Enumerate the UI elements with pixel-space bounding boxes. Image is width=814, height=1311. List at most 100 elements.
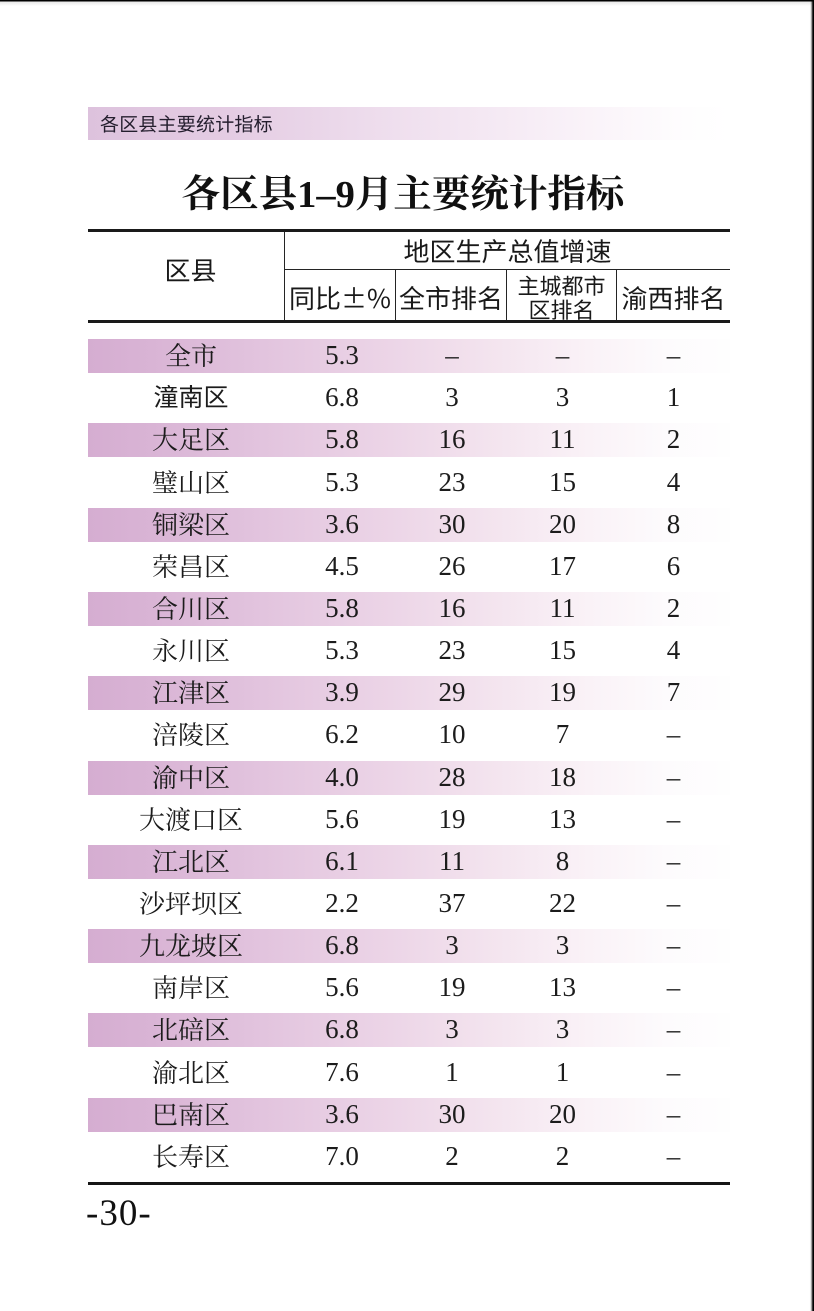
row-value-metro_rank: 15 bbox=[549, 635, 576, 666]
row-value-city_rank: 1 bbox=[445, 1056, 459, 1087]
table-row: 九龙坡区 6.8 3 3 – bbox=[88, 920, 730, 964]
table-row: 合川区 5.8 16 11 2 bbox=[88, 583, 730, 626]
row-value-yuxi_rank: 4 bbox=[666, 466, 681, 497]
table-row: 渝中区 4.0 28 18 – bbox=[88, 752, 730, 795]
row-value-yoy: 5.3 bbox=[325, 340, 359, 371]
row-region-name: 渝北区 bbox=[151, 1052, 230, 1090]
table-body: 全市 5.3– – – 潼南区 6.8 3 3 1 大足区 5.8 16 11 2 璧山区 5.3 23 15 4 铜… bbox=[88, 331, 730, 1174]
page-header-banner: 各区县主要统计指标 bbox=[88, 106, 730, 140]
row-value-city_rank: 26 bbox=[438, 550, 466, 581]
table-row: 沙坪坝区 2.2 37 22 – bbox=[88, 879, 730, 921]
row-value-yoy: 5.8 bbox=[325, 592, 359, 623]
row-value-yuxi_rank: – bbox=[666, 1014, 681, 1045]
row-value-yuxi_rank: – bbox=[666, 719, 681, 750]
column-header-yoy: 同比±% bbox=[285, 269, 396, 320]
row-region-name: 合川区 bbox=[151, 588, 230, 626]
row-value-metro_rank: 2 bbox=[555, 1140, 570, 1171]
row-value-metro_rank: 1 bbox=[555, 1056, 570, 1087]
row-value-yoy: 5.3 bbox=[325, 635, 359, 666]
row-region-name: 铜梁区 bbox=[151, 504, 230, 542]
row-value-yuxi_rank: – bbox=[666, 1056, 681, 1087]
table-row: 渝北区 7.6 1 1 – bbox=[88, 1047, 730, 1089]
row-value-yuxi_rank: – bbox=[666, 845, 681, 876]
table-row: 江津区 3.9 29 19 7 bbox=[88, 668, 730, 711]
row-value-city_rank: 30 bbox=[438, 508, 466, 539]
row-value-yoy: 2.2 bbox=[325, 887, 359, 918]
row-value-yuxi_rank: – bbox=[666, 803, 681, 834]
row-value-city_rank: 23 bbox=[438, 466, 466, 497]
row-value-yuxi_rank: 7 bbox=[666, 677, 681, 708]
table-row: 长寿区 7.0 2 2 – bbox=[88, 1132, 730, 1174]
row-region-name: 北碚区 bbox=[151, 1010, 230, 1048]
column-header-yuxi-rank-label: 渝西排名 bbox=[621, 278, 726, 316]
row-region-name: 沙坪坝区 bbox=[138, 883, 243, 921]
row-value-yuxi_rank: – bbox=[666, 972, 681, 1003]
column-header-metro-rank: 主城都市区排名 bbox=[507, 269, 617, 321]
page-right-edge-shadow bbox=[805, 0, 814, 1311]
row-value-yuxi_rank: 2 bbox=[666, 424, 681, 455]
row-value-city_rank: 3 bbox=[445, 930, 459, 961]
row-value-city_rank: 3 bbox=[445, 382, 459, 413]
row-region-name: 涪陵区 bbox=[151, 715, 230, 753]
table-header: 区县 地区生产总值增速 同比±% 全市排名 主城都市区排名 渝西排名 bbox=[88, 229, 730, 323]
row-region-name: 巴南区 bbox=[151, 1094, 230, 1132]
table-row: 潼南区 6.8 3 3 1 bbox=[88, 373, 730, 415]
row-value-city_rank: 19 bbox=[438, 803, 466, 834]
row-value-yuxi_rank: – bbox=[666, 1098, 681, 1129]
row-value-city_rank: 3 bbox=[445, 1014, 459, 1045]
row-value-metro_rank: 20 bbox=[549, 1098, 576, 1129]
row-value-yuxi_rank: – bbox=[666, 340, 681, 371]
column-header-region-label: 区县 bbox=[164, 251, 217, 289]
table-row: 南岸区 5.6 19 13 – bbox=[88, 963, 730, 1005]
row-value-yoy: 3.6 bbox=[325, 1098, 359, 1129]
column-header-city-rank: 全市排名 bbox=[396, 269, 507, 320]
row-value-yoy: 5.8 bbox=[325, 424, 359, 455]
table-row: 大足区 5.8 16 11 2 bbox=[88, 415, 730, 458]
row-region-name: 荣昌区 bbox=[151, 546, 230, 584]
row-region-name: 江北区 bbox=[151, 841, 230, 879]
column-header-yoy-label: 同比±% bbox=[289, 278, 391, 316]
row-value-metro_rank: 7 bbox=[555, 719, 570, 750]
row-value-yuxi_rank: – bbox=[666, 1140, 681, 1171]
column-header-group-gdp-growth: 地区生产总值增速 bbox=[285, 232, 730, 270]
row-value-metro_rank: 22 bbox=[549, 887, 576, 918]
row-value-yoy: 4.5 bbox=[325, 550, 359, 581]
row-value-yuxi_rank: – bbox=[666, 930, 681, 961]
row-value-metro_rank: 18 bbox=[549, 761, 576, 792]
row-region-name: 大足区 bbox=[151, 420, 230, 458]
row-value-yoy: 4.0 bbox=[325, 761, 359, 792]
row-region-name: 九龙坡区 bbox=[138, 926, 243, 964]
row-region-name: 全市 bbox=[164, 336, 217, 374]
row-value-yoy: 6.8 bbox=[325, 382, 359, 413]
table-row: 全市 5.3 – – – bbox=[88, 331, 730, 374]
table-row: 永川区 5.3 23 15 4 bbox=[88, 626, 730, 668]
table-row: 江北区 6.1 11 8 – bbox=[88, 836, 730, 879]
row-value-yoy: 5.3 bbox=[325, 466, 359, 497]
row-value-yuxi_rank: 4 bbox=[666, 635, 681, 666]
table-row: 巴南区 3.6 30 20 – bbox=[88, 1089, 730, 1132]
row-value-yuxi_rank: 6 bbox=[666, 550, 681, 581]
column-header-yuxi-rank: 渝西排名 bbox=[617, 270, 730, 320]
column-header-region: 区县 bbox=[88, 232, 285, 320]
row-value-metro_rank: 20 bbox=[549, 508, 576, 539]
row-value-metro_rank: 8 bbox=[555, 845, 570, 876]
row-region-name: 长寿区 bbox=[151, 1136, 230, 1174]
row-value-city_rank: 16 bbox=[438, 592, 466, 623]
row-value-city_rank: 16 bbox=[438, 424, 466, 455]
row-value-city_rank: 11 bbox=[439, 845, 465, 876]
row-value-yoy: 3.6 bbox=[325, 508, 359, 539]
row-region-name: 璧山区 bbox=[151, 462, 230, 500]
row-value-metro_rank: – bbox=[555, 340, 570, 371]
row-value-city_rank: – bbox=[445, 340, 459, 371]
row-value-city_rank: 2 bbox=[445, 1140, 459, 1171]
table-row: 北碚区 6.8 3 3 – bbox=[88, 1005, 730, 1048]
row-value-yuxi_rank: 2 bbox=[666, 592, 681, 623]
table-row: 荣昌区 4.5 26 17 6 bbox=[88, 542, 730, 584]
row-value-yoy: 6.2 bbox=[325, 719, 359, 750]
row-value-city_rank: 37 bbox=[438, 887, 466, 918]
row-value-metro_rank: 19 bbox=[549, 677, 576, 708]
table-row: 铜梁区 3.6 30 20 8 bbox=[88, 499, 730, 542]
table-row: 璧山区 5.3 23 15 4 bbox=[88, 457, 730, 499]
row-value-yoy: 5.6 bbox=[325, 972, 359, 1003]
